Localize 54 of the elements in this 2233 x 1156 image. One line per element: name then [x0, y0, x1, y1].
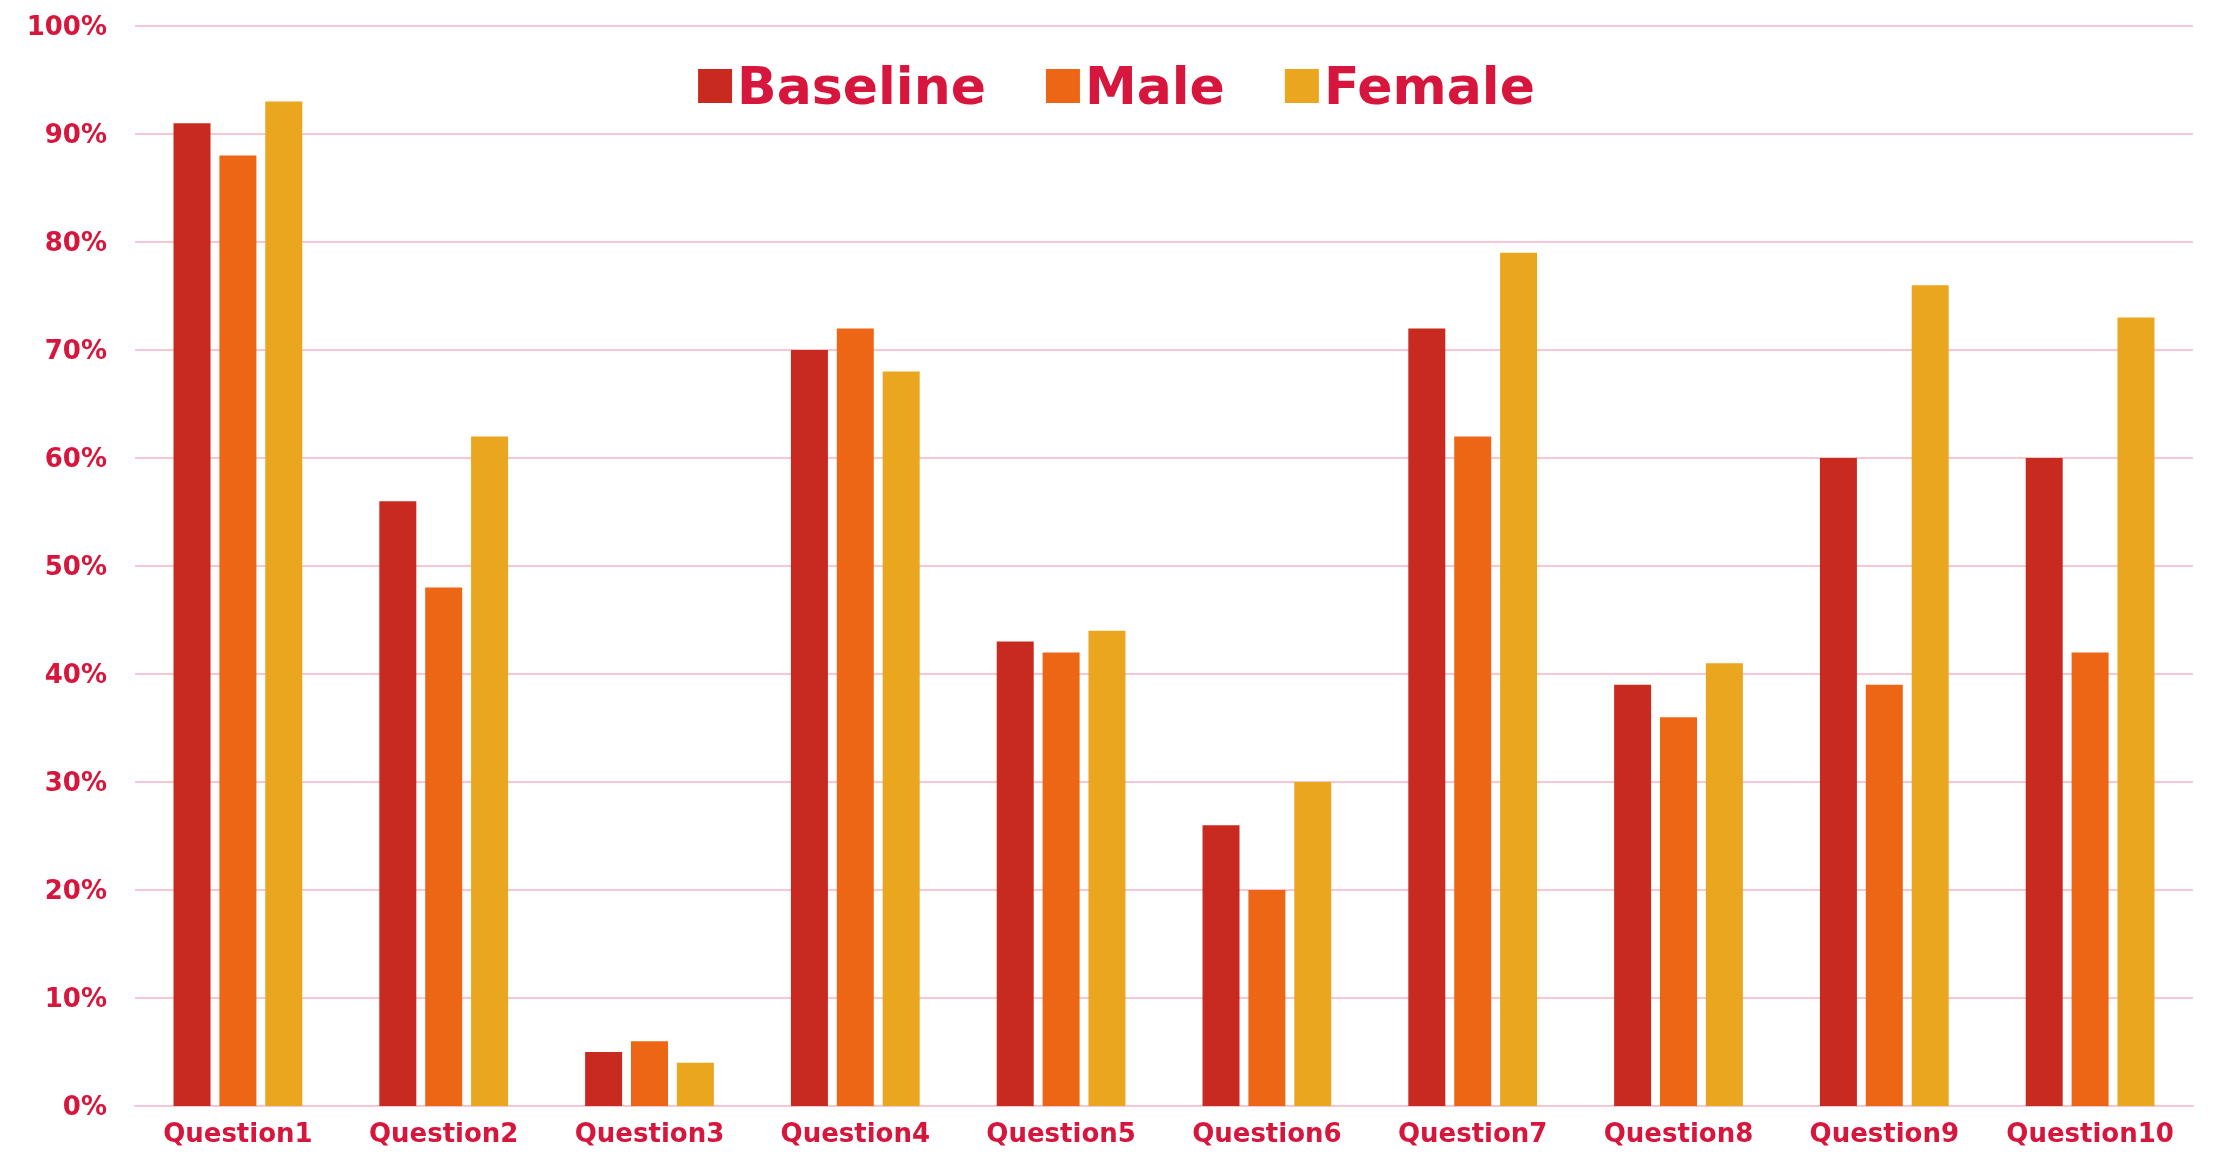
bar	[996, 641, 1034, 1106]
bar	[1088, 630, 1126, 1106]
x-tick-label: Question7	[1397, 1118, 1548, 1148]
x-tick-label: Question1	[163, 1118, 313, 1148]
bar	[2071, 652, 2109, 1106]
bar	[2117, 317, 2155, 1106]
y-tick-label: 20%	[44, 875, 107, 905]
legend-label: Female	[1323, 56, 1535, 116]
bar	[379, 501, 417, 1106]
y-tick-label: 100%	[26, 11, 107, 41]
bar	[790, 350, 828, 1106]
bar	[1248, 890, 1286, 1106]
bar	[471, 436, 509, 1106]
x-tick-label: Question5	[986, 1118, 1136, 1148]
bar	[1911, 285, 1949, 1106]
bar	[1408, 328, 1446, 1106]
bar	[1705, 663, 1743, 1106]
x-tick-label: Question10	[2006, 1118, 2174, 1148]
x-tick-label: Question4	[780, 1118, 931, 1148]
x-tick-label: Question9	[1809, 1118, 1960, 1148]
x-tick-label: Question6	[1192, 1118, 1342, 1148]
y-tick-label: 40%	[44, 659, 107, 689]
bar	[1454, 436, 1492, 1106]
bar	[1660, 717, 1697, 1106]
legend-label: Baseline	[737, 56, 986, 116]
x-tick-label: Question8	[1603, 1118, 1754, 1148]
y-tick-label: 50%	[44, 551, 107, 581]
bar	[1294, 782, 1332, 1106]
y-tick-label: 90%	[44, 119, 107, 149]
bar	[219, 155, 257, 1106]
bar	[631, 1041, 668, 1106]
y-tick-label: 10%	[44, 983, 107, 1013]
bar	[265, 101, 303, 1106]
bar	[1500, 252, 1538, 1106]
x-tick-label: Question3	[574, 1118, 725, 1148]
bar	[1042, 652, 1080, 1106]
bar	[1865, 684, 1903, 1106]
legend-label: Male	[1084, 56, 1225, 116]
x-tick-label: Question2	[368, 1118, 519, 1148]
bar	[1202, 825, 1240, 1106]
bar	[676, 1062, 714, 1106]
y-tick-label: 80%	[44, 227, 107, 257]
bar	[882, 371, 920, 1106]
bar	[425, 587, 463, 1106]
y-tick-label: 30%	[44, 767, 107, 797]
bar	[2025, 458, 2063, 1106]
y-tick-label: 0%	[62, 1091, 107, 1121]
y-tick-label: 70%	[44, 335, 107, 365]
bar	[585, 1052, 623, 1106]
bar	[173, 123, 211, 1106]
y-tick-label: 60%	[44, 443, 107, 473]
bar	[1614, 684, 1652, 1106]
bar	[1819, 458, 1857, 1106]
bar	[836, 328, 874, 1106]
